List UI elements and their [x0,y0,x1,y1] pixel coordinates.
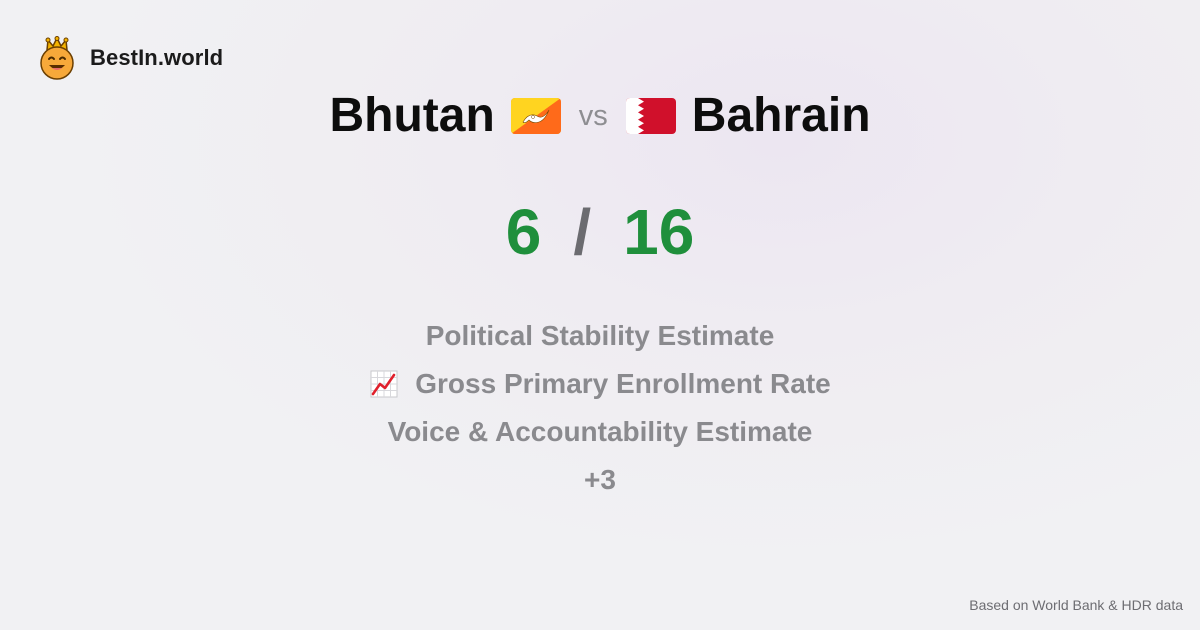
metric-label: Voice & Accountability Estimate [387,416,813,447]
left-country-name[interactable]: Bhutan [329,89,495,142]
metric-item: Political Stability Estimate [426,312,775,360]
score: 6 / 16 [0,194,1200,270]
bhutan-flag-icon [510,98,561,134]
vs-label: vs [578,99,608,132]
right-country-name[interactable]: Bahrain [691,89,871,142]
metric-item: Voice & Accountability Estimate [388,408,813,456]
crowned-smiley-icon [40,36,74,80]
metric-item[interactable]: +3 [584,456,616,504]
metric-list: Political Stability Estimate Gross Prima… [0,312,1200,504]
left-score: 6 [505,196,542,268]
metric-item: Gross Primary Enrollment Rate [369,360,831,408]
chart-increasing-icon [370,370,398,398]
brand-name: BestIn.world [90,45,224,70]
right-score: 16 [623,196,695,268]
brand[interactable]: BestIn.world [38,36,223,80]
more-metrics-count[interactable]: +3 [584,464,616,495]
metric-label: Gross Primary Enrollment Rate [415,368,831,399]
comparison-title: Bhutan vs Bahrain [0,86,1200,146]
score-separator: / [573,196,592,268]
data-source-note: Based on World Bank & HDR data [969,597,1183,613]
metric-label: Political Stability Estimate [425,320,775,351]
bahrain-flag-icon [625,98,676,134]
